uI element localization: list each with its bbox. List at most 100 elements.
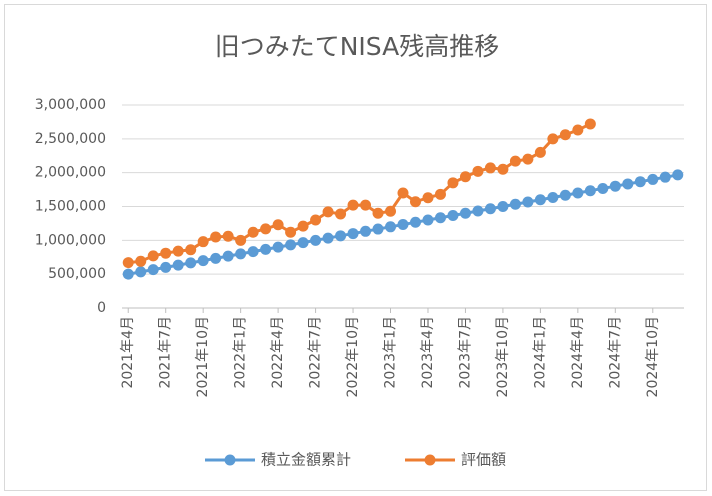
marker <box>310 214 322 226</box>
marker <box>285 226 297 238</box>
y-tick-label: 1,000,000 <box>35 232 106 248</box>
marker <box>447 177 459 189</box>
marker <box>210 252 222 264</box>
y-tick-label: 2,500,000 <box>35 131 106 147</box>
marker <box>472 205 484 217</box>
x-tick-label: 2023年10月 <box>495 316 511 397</box>
marker <box>222 250 234 262</box>
marker <box>609 180 621 192</box>
legend-label: 積立金額累計 <box>261 451 351 469</box>
marker <box>147 264 159 276</box>
marker <box>310 234 322 246</box>
x-tick-label: 2023年7月 <box>457 316 473 389</box>
y-tick-label: 500,000 <box>48 266 106 282</box>
marker <box>559 189 571 201</box>
legend-marker <box>224 454 236 466</box>
marker <box>534 146 546 158</box>
marker <box>534 194 546 206</box>
marker <box>210 231 222 243</box>
marker <box>584 185 596 197</box>
marker <box>522 153 534 165</box>
marker <box>622 178 634 190</box>
chart-border <box>4 4 707 491</box>
marker <box>335 208 347 220</box>
marker <box>634 176 646 188</box>
marker <box>584 118 596 130</box>
marker <box>497 201 509 212</box>
marker <box>385 205 397 217</box>
marker <box>272 219 284 231</box>
x-tick-label: 2021年4月 <box>120 316 136 389</box>
marker <box>397 219 409 231</box>
marker <box>197 255 209 267</box>
x-tick-label: 2022年10月 <box>345 316 361 397</box>
marker <box>372 223 384 235</box>
marker <box>172 259 184 271</box>
marker <box>222 230 234 242</box>
marker <box>509 155 521 167</box>
x-tick-label: 2022年7月 <box>308 316 324 389</box>
x-tick-label: 2022年1月 <box>233 316 249 389</box>
y-tick-label: 3,000,000 <box>35 97 106 113</box>
marker <box>647 173 659 185</box>
y-tick-label: 1,500,000 <box>35 199 106 215</box>
marker <box>372 207 384 219</box>
marker <box>409 196 421 208</box>
x-tick-label: 2022年4月 <box>270 316 286 389</box>
marker <box>434 188 446 200</box>
marker <box>297 220 309 232</box>
marker <box>459 171 471 183</box>
marker <box>547 191 559 203</box>
marker <box>172 245 184 257</box>
marker <box>347 199 359 211</box>
marker <box>484 203 496 215</box>
marker <box>347 228 359 240</box>
marker <box>472 165 484 177</box>
marker <box>422 214 434 226</box>
marker <box>135 255 147 267</box>
marker <box>360 199 372 211</box>
x-tick-label: 2021年10月 <box>195 316 211 397</box>
marker <box>547 133 559 145</box>
marker <box>235 248 247 260</box>
marker <box>185 244 197 256</box>
marker <box>260 223 272 235</box>
x-tick-label: 2023年1月 <box>383 316 399 389</box>
marker <box>135 266 147 278</box>
legend-marker <box>424 454 436 466</box>
marker <box>497 163 509 175</box>
marker <box>297 237 309 249</box>
marker <box>397 187 409 199</box>
marker <box>360 225 372 237</box>
marker <box>597 182 609 194</box>
marker <box>672 169 684 181</box>
legend-label: 評価額 <box>461 451 506 469</box>
marker <box>572 187 584 199</box>
marker <box>160 261 172 273</box>
marker <box>247 246 259 258</box>
x-tick-label: 2024年1月 <box>532 316 548 389</box>
marker <box>522 196 534 208</box>
marker <box>322 206 334 218</box>
marker <box>260 243 272 255</box>
marker <box>160 247 172 259</box>
marker <box>122 257 134 269</box>
x-tick-label: 2023年4月 <box>420 316 436 389</box>
marker <box>147 250 159 262</box>
marker <box>335 230 347 242</box>
marker <box>484 162 496 174</box>
x-tick-label: 2024年7月 <box>607 316 623 389</box>
marker <box>459 207 471 219</box>
y-tick-label: 0 <box>97 300 106 316</box>
marker <box>385 221 397 233</box>
marker <box>235 234 247 246</box>
marker <box>659 171 671 183</box>
marker <box>247 226 259 238</box>
marker <box>272 241 284 253</box>
marker <box>322 232 334 244</box>
y-tick-label: 2,000,000 <box>35 165 106 181</box>
marker <box>409 216 421 228</box>
x-tick-label: 2024年4月 <box>570 316 586 389</box>
marker <box>197 236 209 248</box>
